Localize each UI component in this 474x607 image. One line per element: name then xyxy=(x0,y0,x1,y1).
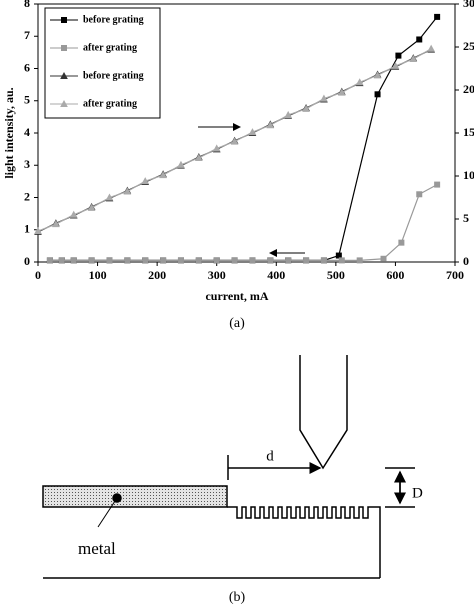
marker xyxy=(266,121,275,129)
y-tick-label: 3 xyxy=(24,157,30,171)
marker xyxy=(248,128,257,136)
marker xyxy=(141,177,150,185)
y-tick-label: 1 xyxy=(24,222,30,236)
y-tick-label: 8 xyxy=(24,0,30,10)
x-tick-label: 500 xyxy=(327,268,345,282)
y2-tick-label: 10 xyxy=(463,168,474,182)
marker xyxy=(70,257,77,264)
marker xyxy=(416,191,423,198)
marker xyxy=(230,137,239,145)
marker xyxy=(105,193,114,201)
y-tick-label: 6 xyxy=(24,60,30,74)
grating xyxy=(227,506,381,578)
metal-block xyxy=(42,485,228,508)
marker xyxy=(409,54,418,63)
marker xyxy=(398,239,405,246)
legend-box xyxy=(44,7,161,119)
marker xyxy=(195,153,203,161)
marker xyxy=(160,257,167,264)
marker xyxy=(231,257,238,264)
marker xyxy=(284,110,293,118)
marker xyxy=(338,257,345,264)
marker xyxy=(337,88,346,96)
marker xyxy=(285,257,292,264)
marker xyxy=(373,71,382,79)
x-tick-label: 300 xyxy=(208,268,226,282)
marker xyxy=(212,144,221,152)
marker xyxy=(320,257,327,264)
marker xyxy=(61,17,67,23)
marker xyxy=(69,210,78,218)
y2-tick-label: 25 xyxy=(463,39,474,53)
marker xyxy=(434,13,441,20)
y2-tick-label: 20 xyxy=(463,82,474,96)
marker xyxy=(434,181,441,188)
y-axis-label: light intensity, au. xyxy=(2,87,16,178)
marker xyxy=(302,104,310,112)
marker xyxy=(177,160,185,168)
marker xyxy=(58,257,65,264)
d-label: d xyxy=(266,448,274,464)
x-tick-label: 600 xyxy=(386,268,404,282)
marker xyxy=(249,257,256,264)
legend-label: before grating xyxy=(83,70,144,81)
x-tick-label: 700 xyxy=(446,268,464,282)
marker xyxy=(60,99,68,107)
y2-tick-label: 0 xyxy=(463,254,469,268)
x-axis-label: current, mA xyxy=(205,289,268,303)
legend-label: after grating xyxy=(83,98,137,109)
caption-b: (b) xyxy=(229,590,246,605)
probe xyxy=(299,355,348,470)
marker xyxy=(320,94,328,102)
y2-tick-label: 30 xyxy=(463,0,474,10)
y-tick-label: 7 xyxy=(24,28,30,42)
marker xyxy=(34,226,42,235)
x-tick-label: 100 xyxy=(89,268,107,282)
marker xyxy=(335,252,342,259)
metal-label: metal xyxy=(78,539,116,558)
marker xyxy=(177,257,184,264)
marker xyxy=(416,36,423,43)
marker xyxy=(52,220,60,228)
marker xyxy=(380,255,387,262)
marker xyxy=(267,257,274,264)
marker xyxy=(46,257,53,264)
x-tick-label: 0 xyxy=(35,268,41,282)
x-tick-label: 400 xyxy=(267,268,285,282)
series-line xyxy=(49,184,438,261)
marker xyxy=(61,45,67,51)
marker xyxy=(106,257,113,264)
marker xyxy=(213,257,220,264)
marker xyxy=(395,52,402,59)
legend-label: after grating xyxy=(83,42,137,53)
legend-label: before grating xyxy=(83,14,144,25)
marker xyxy=(303,257,310,264)
marker xyxy=(88,257,95,264)
marker xyxy=(427,44,436,52)
marker xyxy=(356,257,363,264)
marker xyxy=(60,71,68,79)
chart: 0 100 200 300 400 500 600 700012345678051015202… xyxy=(24,0,474,282)
y-tick-label: 5 xyxy=(24,93,30,107)
marker xyxy=(159,171,167,179)
y2-tick-label: 5 xyxy=(463,211,469,225)
y-tick-label: 0 xyxy=(24,254,30,268)
y-tick-label: 4 xyxy=(24,125,30,139)
marker xyxy=(124,257,131,264)
marker xyxy=(195,257,202,264)
caption-a: (a) xyxy=(229,316,245,331)
D-label: D xyxy=(412,485,423,501)
marker xyxy=(87,203,96,211)
y2-tick-label: 15 xyxy=(463,125,474,139)
marker xyxy=(123,187,132,195)
marker xyxy=(374,91,381,98)
marker xyxy=(391,61,400,69)
marker xyxy=(355,78,364,86)
diagram xyxy=(42,355,415,579)
metal-leader xyxy=(97,497,118,528)
marker xyxy=(142,257,149,264)
x-tick-label: 200 xyxy=(148,268,166,282)
y-tick-label: 2 xyxy=(24,189,30,203)
